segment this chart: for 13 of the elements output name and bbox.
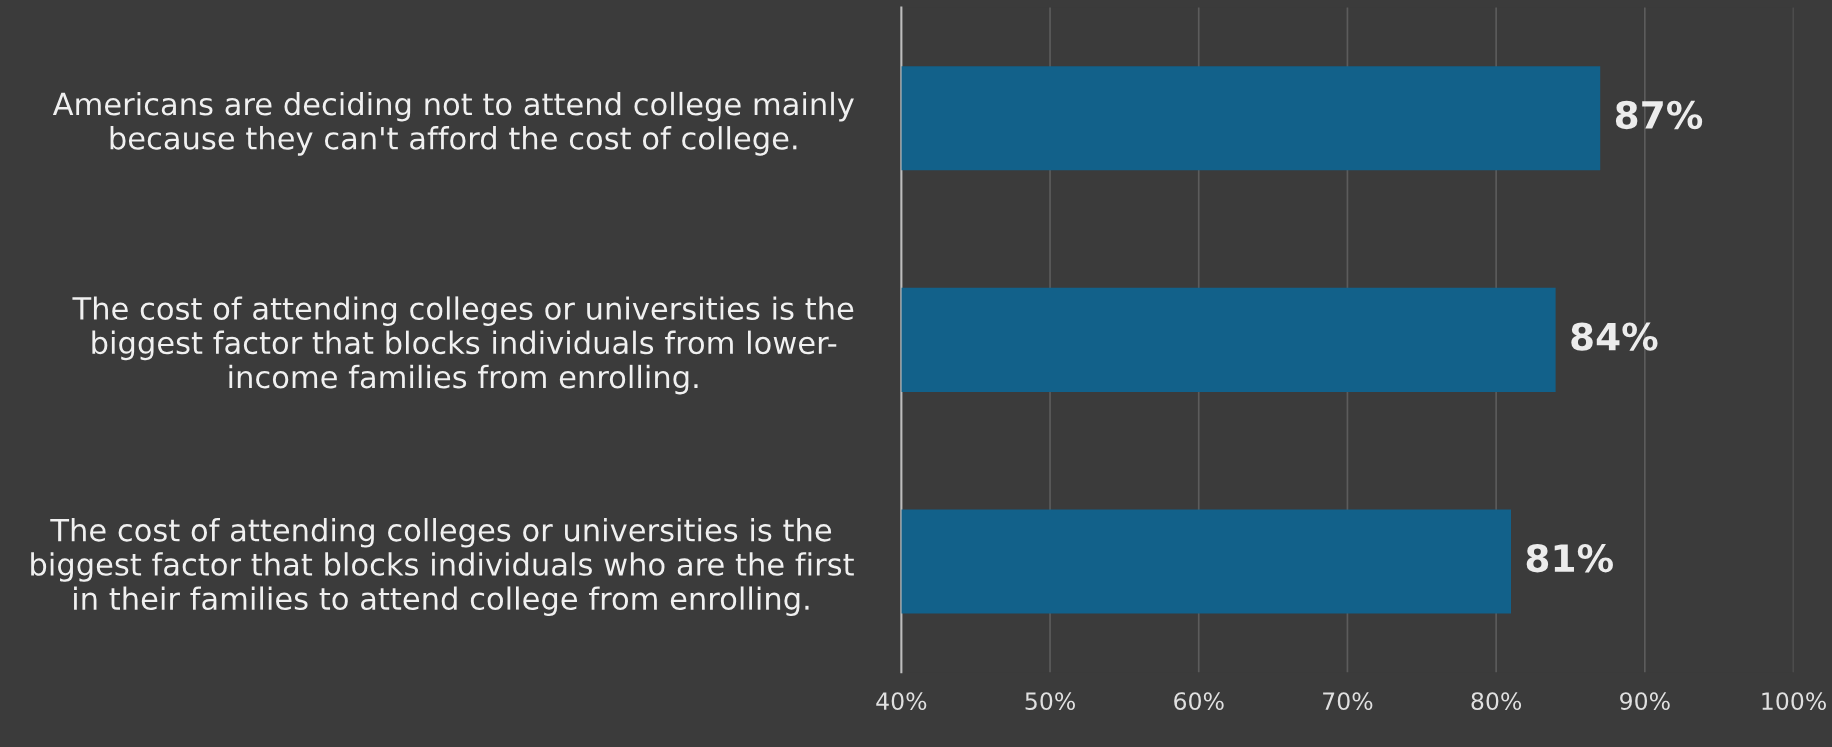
x-tick-label: 80%	[1471, 692, 1522, 711]
y-tick-label: The cost of attending colleges or universities is the biggest factor that blocks individuals who are the first in their families to attend college from enrolling.	[31, 517, 854, 616]
x-tick-label: 70%	[1323, 692, 1373, 711]
x-tick-label: 40%	[876, 692, 927, 711]
x-tick-label: 100%	[1762, 692, 1826, 711]
data-label: 87%	[1615, 100, 1703, 130]
x-tick-label: 60%	[1174, 692, 1224, 711]
data-label: 84%	[1571, 322, 1658, 351]
x-tick-label: 90%	[1620, 692, 1670, 711]
data-label: 81%	[1526, 544, 1613, 573]
x-tick-label: 50%	[1025, 692, 1075, 711]
y-tick-label: Americans are deciding not to attend college mainly because they can't afford the cost of college.	[52, 91, 854, 156]
y-tick-label: The cost of attending colleges or universities is the biggest factor that blocks individuals from lower- income families from enrolling.	[72, 296, 854, 395]
